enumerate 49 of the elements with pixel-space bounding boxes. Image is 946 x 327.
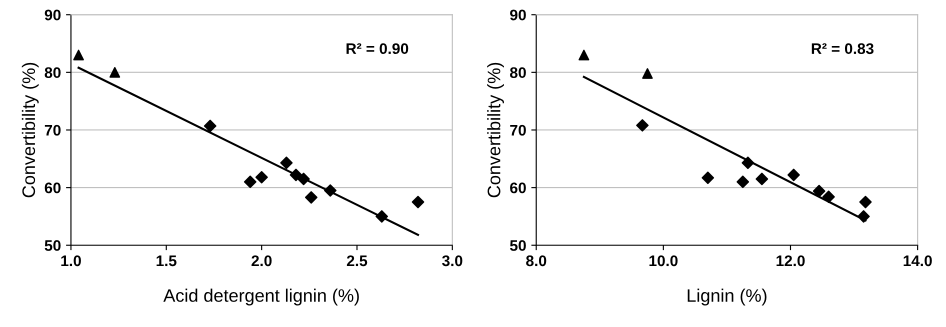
point	[736, 176, 750, 188]
point	[812, 184, 826, 198]
point	[290, 168, 302, 182]
point	[636, 119, 649, 132]
y-tick-label: 60	[44, 182, 61, 194]
point	[280, 156, 293, 170]
point	[73, 50, 84, 60]
point	[859, 196, 872, 208]
point	[297, 172, 310, 186]
y-tick-label: 60	[510, 182, 526, 194]
y-tick-label: 80	[510, 67, 526, 78]
y-tick-label: 80	[44, 67, 61, 78]
point	[304, 191, 318, 204]
x-tick-label: 2.5	[346, 255, 368, 266]
x-tick-label: 3.0	[442, 255, 462, 266]
point	[642, 68, 653, 79]
x-tick-label: 2.0	[252, 255, 272, 266]
x-tick-label: 10.0	[649, 255, 678, 266]
x-axis-title: Acid detergent lignin (%)	[163, 288, 359, 306]
y-tick-label: 90	[510, 10, 526, 20]
y-tick-label: 50	[44, 240, 61, 251]
point	[742, 156, 754, 170]
point	[822, 190, 835, 204]
x-tick-label: 8.0	[526, 255, 546, 266]
y-axis-title: Convertibility (%)	[487, 62, 504, 198]
x-tick-label: 1.0	[61, 255, 81, 266]
y-tick-label: 90	[44, 10, 61, 20]
point	[578, 50, 590, 60]
x-tick-label: 14.0	[904, 255, 932, 266]
annotation: R² = 0.83	[812, 43, 874, 54]
y-tick-label: 70	[510, 124, 526, 136]
point	[702, 172, 714, 184]
point	[244, 176, 256, 188]
y-axis-title: Convertibility (%)	[22, 62, 39, 198]
point	[109, 66, 120, 78]
x-axis-title: Lignin (%)	[688, 288, 766, 306]
y-tick-label: 70	[44, 124, 61, 136]
point	[756, 172, 768, 186]
point	[324, 184, 337, 197]
annotation: R² = 0.90	[346, 43, 408, 54]
point	[412, 196, 424, 208]
point	[857, 210, 870, 223]
point	[255, 170, 268, 184]
y-tick-label: 50	[510, 240, 526, 251]
point	[376, 210, 388, 223]
point	[787, 168, 800, 182]
x-tick-label: 12.0	[776, 255, 805, 266]
x-tick-label: 1.5	[156, 256, 176, 266]
point	[204, 120, 216, 132]
